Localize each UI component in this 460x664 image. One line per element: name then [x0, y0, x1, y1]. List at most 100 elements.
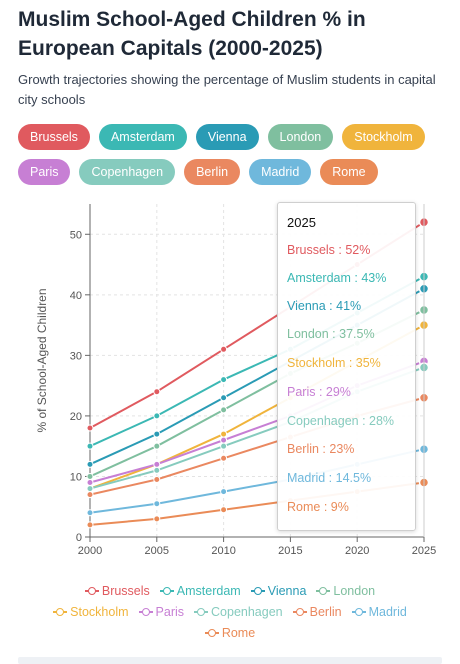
y-tick-label: 50	[70, 229, 82, 241]
tooltip-row-copenhagen: Copenhagen : 28%	[287, 414, 395, 428]
pill-row-2: Paris Copenhagen Berlin Madrid Rome	[18, 159, 448, 185]
data-point-madrid	[86, 509, 94, 517]
tooltip-2025: 2025 Brussels : 52% Amsterdam : 43% Vien…	[277, 202, 416, 531]
y-tick-label: 10	[70, 471, 82, 483]
data-point-vienna	[220, 394, 228, 402]
x-tick-label: 2020	[345, 545, 369, 557]
tooltip-title: 2025	[287, 215, 316, 230]
data-point-london	[220, 406, 228, 414]
legend-item-copenhagen[interactable]: Copenhagen	[194, 605, 283, 619]
y-tick-label: 30	[70, 350, 82, 362]
legend-item-amsterdam[interactable]: Amsterdam	[159, 583, 241, 598]
legend-line-icon	[204, 628, 219, 638]
tooltip-row-amsterdam: Amsterdam : 43%	[287, 271, 387, 285]
legend-line-icon	[138, 607, 153, 617]
tooltip-row-brussels: Brussels : 52%	[287, 243, 371, 257]
legend-line-icon	[194, 607, 209, 617]
data-point-brussels	[220, 345, 228, 353]
legend-line-icon	[316, 586, 331, 596]
legend-label: Paris	[155, 604, 185, 619]
tooltip-row-berlin: Berlin : 23%	[287, 442, 355, 456]
data-point-vienna	[153, 430, 161, 438]
data-point-amsterdam	[86, 442, 94, 450]
x-tick-label: 2005	[145, 545, 169, 557]
chart-title: Muslim School-Aged Children % in Europea…	[18, 8, 366, 60]
y-tick-label: 20	[70, 411, 82, 423]
legend-label: Rome	[221, 625, 256, 640]
tooltip-row-stockholm: Stockholm : 35%	[287, 356, 381, 370]
legend-line-icon	[53, 607, 68, 617]
pill-row-1: Brussels Amsterdam Vienna London Stockho…	[18, 124, 448, 150]
tooltip-row-vienna: Vienna : 41%	[287, 299, 362, 313]
data-point-brussels	[153, 388, 161, 396]
legend-line-icon	[84, 586, 99, 596]
data-point-paris	[153, 460, 161, 468]
legend-line-icon	[159, 586, 174, 596]
data-point-rome	[220, 506, 228, 514]
data-point-paris	[86, 479, 94, 487]
tooltip-row-rome: Rome : 9%	[287, 500, 349, 514]
city-filter-pills: Brussels Amsterdam Vienna London Stockho…	[18, 124, 448, 194]
data-point-berlin	[86, 491, 94, 499]
data-point-amsterdam	[220, 376, 228, 384]
pill-amsterdam[interactable]: Amsterdam	[98, 124, 187, 150]
pill-paris[interactable]: Paris	[18, 159, 71, 185]
tooltip-row-paris: Paris : 29%	[287, 385, 351, 399]
legend-row-3: Rome	[0, 622, 460, 643]
data-point-madrid	[153, 500, 161, 508]
data-point-berlin	[153, 475, 161, 483]
legend-label: Brussels	[101, 583, 150, 598]
legend-item-paris[interactable]: Paris	[138, 604, 185, 619]
data-point-vienna	[86, 460, 94, 468]
data-point-copenhagen	[153, 466, 161, 474]
legend-label: Stockholm	[70, 604, 129, 619]
legend-item-rome[interactable]: Rome	[204, 625, 256, 640]
legend-line-icon	[292, 607, 307, 617]
chart-subtitle: Growth trajectories showing the percenta…	[18, 72, 436, 107]
chart-legend: Brussels Amsterdam Vienna London Stockho…	[0, 580, 460, 643]
x-tick-label: 2025	[412, 545, 436, 557]
legend-label: Vienna	[267, 583, 307, 598]
pill-vienna[interactable]: Vienna	[195, 124, 259, 150]
pill-brussels[interactable]: Brussels	[18, 124, 90, 150]
data-point-london	[153, 442, 161, 450]
x-tick-label: 2015	[278, 545, 302, 557]
pill-madrid[interactable]: Madrid	[249, 159, 312, 185]
y-axis-label: % of School-Aged Children	[35, 288, 49, 432]
legend-row-2: Stockholm Paris Copenhagen Berlin Madrid	[0, 601, 460, 622]
legend-label: Copenhagen	[211, 604, 283, 619]
data-point-copenhagen	[220, 442, 228, 450]
legend-item-vienna[interactable]: Vienna	[250, 583, 307, 598]
tooltip-row-madrid: Madrid : 14.5%	[287, 471, 372, 485]
data-point-brussels	[86, 424, 94, 432]
data-point-amsterdam	[153, 412, 161, 420]
data-point-madrid	[220, 488, 228, 496]
data-point-rome	[86, 521, 94, 529]
x-tick-label: 2010	[211, 545, 235, 557]
data-point-london	[86, 472, 94, 480]
legend-label: London	[333, 583, 376, 598]
legend-item-london[interactable]: London	[316, 584, 375, 598]
legend-row-1: Brussels Amsterdam Vienna London	[0, 580, 460, 601]
legend-item-brussels[interactable]: Brussels	[84, 583, 150, 598]
legend-label: Amsterdam	[176, 583, 241, 598]
legend-item-madrid[interactable]: Madrid	[351, 604, 407, 619]
x-tick-label: 2000	[78, 545, 102, 557]
pill-copenhagen[interactable]: Copenhagen	[79, 159, 176, 185]
legend-line-icon	[351, 607, 366, 617]
data-point-berlin	[220, 454, 228, 462]
y-tick-label: 0	[76, 532, 82, 544]
pill-stockholm[interactable]: Stockholm	[342, 124, 425, 150]
tooltip-row-london: London : 37.5%	[287, 327, 375, 341]
legend-item-stockholm[interactable]: Stockholm	[53, 604, 129, 619]
data-point-stockholm	[220, 430, 228, 438]
legend-label: Berlin	[309, 604, 342, 619]
legend-item-berlin[interactable]: Berlin	[292, 604, 342, 619]
bottom-divider	[18, 657, 442, 664]
pill-berlin[interactable]: Berlin	[184, 159, 241, 185]
pill-rome[interactable]: Rome	[320, 159, 378, 185]
pill-london[interactable]: London	[267, 124, 334, 150]
legend-label: Madrid	[368, 604, 407, 619]
legend-line-icon	[250, 586, 265, 596]
data-point-copenhagen	[86, 485, 94, 493]
